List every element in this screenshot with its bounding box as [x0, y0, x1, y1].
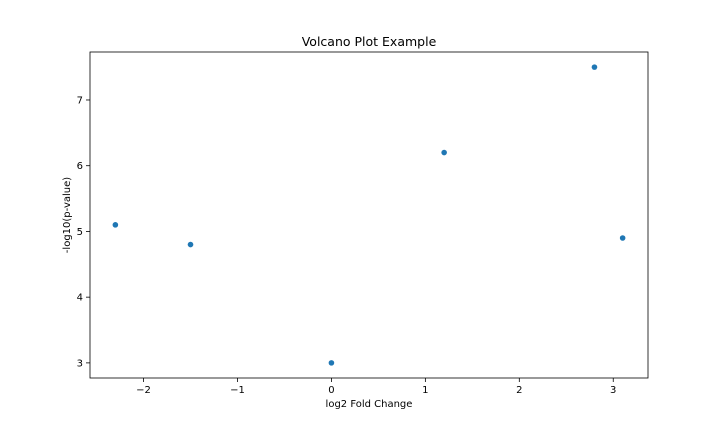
y-axis-ticks: 3 4 5 6 7: [77, 95, 90, 369]
y-tick-label: 3: [77, 358, 83, 369]
y-tick-label: 4: [77, 293, 83, 304]
y-tick-label: 7: [77, 95, 83, 106]
x-axis-label: log2 Fold Change: [326, 399, 413, 410]
x-tick-label: 2: [516, 385, 522, 396]
scatter-point: [112, 222, 119, 228]
x-tick-label: 1: [422, 385, 428, 396]
x-tick-label: 3: [610, 385, 616, 396]
scatter-point: [328, 360, 335, 366]
scatter-point: [441, 149, 447, 156]
scatter-points: [112, 64, 626, 366]
y-tick-label: 5: [77, 227, 83, 238]
plot-area-frame: [89, 51, 649, 379]
scatter-point: [591, 64, 598, 70]
y-tick-label: 6: [77, 161, 83, 172]
scatter-point: [187, 241, 194, 248]
x-axis-ticks: −2 −1 0 1 2 3: [136, 378, 616, 396]
x-tick-label: −2: [136, 385, 151, 396]
scatter-point: [619, 235, 626, 241]
y-axis-label: -log10(p-value): [62, 177, 73, 253]
x-tick-label: −1: [230, 385, 245, 396]
x-tick-label: 0: [328, 385, 334, 396]
chart-title: Volcano Plot Example: [302, 34, 437, 49]
